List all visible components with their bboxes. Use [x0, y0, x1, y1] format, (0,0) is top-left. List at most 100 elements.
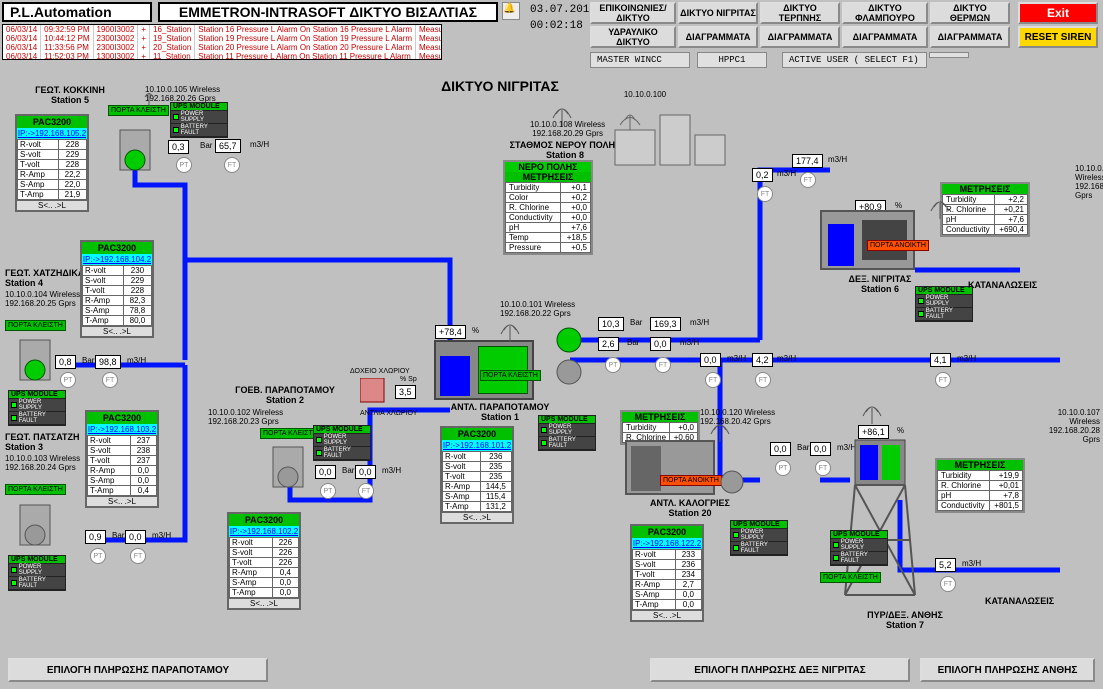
st6-wifi: 10.10.0.106 Wireless192.168.20.27 Gprs — [1075, 164, 1103, 200]
st2-q: 0,0 — [355, 465, 376, 479]
st5-flow: 65,7 — [215, 139, 241, 153]
chlorine-sp: 3,5 — [395, 385, 416, 399]
btn-diag3[interactable]: ΔΙΑΓΡΑΜΜΑΤΑ — [842, 26, 928, 48]
st1-pac[interactable]: PAC3200IP:->192.168.101.2R-volt236S-volt… — [440, 426, 514, 524]
st20-ups: UPS MODULE POWER SUPPLY BATTERY FAULT — [730, 520, 788, 556]
alarm-log[interactable]: 06/03/1409:32:59 PM1900I3002+16_StationS… — [2, 24, 442, 60]
status-active-user[interactable]: ACTIVE USER ( SELECT F1) — [782, 52, 927, 68]
btn-flampouro[interactable]: ΔΙΚΤΥΟ ΦΛΑΜΠΟΥΡΟ — [842, 2, 928, 24]
date-display: 03.07.2014 — [530, 4, 596, 16]
chlorine-pump-label: ΑΝΤΛΙΑ ΧΛΩΡΙΟΥ — [360, 410, 417, 417]
bottom-btn-1[interactable]: ΕΠΙΛΟΓΗ ΠΛΗΡΩΣΗΣ ΠΑΡΑΠΟΤΑΜΟΥ — [8, 658, 268, 682]
st3-door: ΠΟΡΤΑ ΚΛΕΙΣΤΗ — [5, 484, 66, 495]
btn-hydraulic[interactable]: ΥΔΡΑΥΛΙΚΟ ΔΙΚΤΥΟ — [590, 26, 676, 48]
btn-nigrita[interactable]: ΔΙΚΤΥΟ ΝΙΓΡΙΤΑΣ — [678, 2, 758, 24]
st5-ups: UPS MODULE POWER SUPPLY BATTERY FAULT — [170, 102, 228, 138]
st3-q: 0,0 — [125, 530, 146, 544]
st20-name: ΑΝΤΛ. ΚΑΛΟΓΡΙΕΣStation 20 — [640, 498, 740, 518]
st3-pac[interactable]: PAC3200IP:->192.168.103.2R-volt237S-volt… — [85, 410, 159, 508]
bell-icon[interactable]: 🔔 — [502, 2, 520, 20]
page-title: ΔΙΚΤΥΟ ΝΙΓΡΙΤΑΣ — [400, 78, 600, 94]
st4-wifi: 10.10.0.104 Wireless192.168.20.25 Gprs — [5, 290, 80, 308]
city-icon — [605, 100, 735, 170]
reset-siren-button[interactable]: RESET SIREN — [1018, 26, 1098, 48]
ft-icon: FT — [940, 576, 956, 592]
st5-pac[interactable]: PAC3200IP:->192.168.105.2R-volt228S-volt… — [15, 114, 89, 212]
ft-icon: FT — [935, 372, 951, 388]
st1-q4: 4,2 — [752, 353, 773, 367]
st2-door: ΠΟΡΤΑ ΚΛΕΙΣΤΗ — [260, 428, 321, 439]
btn-diag2[interactable]: ΔΙΑΓΡΑΜΜΑΤΑ — [760, 26, 840, 48]
status-blank — [929, 52, 969, 58]
st1-q1: 169,3 — [650, 317, 681, 331]
ft-icon: FT — [755, 372, 771, 388]
st8-meas: ΝΕΡΟ ΠΟΛΗΣΜΕΤΡΗΣΕΙΣTurbidity+0,1Color+0,… — [503, 160, 593, 255]
exit-button[interactable]: Exit — [1018, 2, 1098, 24]
st2-pac[interactable]: PAC3200IP:->192.168.102.2R-volt226S-volt… — [227, 512, 301, 610]
bottom-btn-3[interactable]: ΕΠΙΛΟΓΗ ΠΛΗΡΩΣΗΣ ΑΝΘΗΣ — [920, 658, 1095, 682]
st20-building — [625, 440, 715, 495]
st7-ups: UPS MODULE POWER SUPPLY BATTERY FAULT — [830, 530, 888, 566]
ft-icon: FT — [224, 157, 240, 173]
st7-name: ΠΥΡ/ΔΕΞ. ΑΝΘΗΣStation 7 — [855, 610, 955, 630]
st1-pump1-icon — [555, 326, 583, 354]
st1-ups: UPS MODULE POWER SUPPLY BATTERY FAULT — [538, 415, 596, 451]
bottom-btn-2[interactable]: ΕΠΙΛΟΓΗ ΠΛΗΡΩΣΗΣ ΔΕΞ ΝΙΓΡΙΤΑΣ — [650, 658, 910, 682]
st20-pac[interactable]: PAC3200IP:->192.168.122.2R-volt233S-volt… — [630, 524, 704, 622]
st7-q: 5,2 — [935, 558, 956, 572]
btn-diag4[interactable]: ΔΙΑΓΡΑΜΜΑΤΑ — [930, 26, 1010, 48]
st2-ups: UPS MODULE POWER SUPPLY BATTERY FAULT — [313, 425, 371, 461]
st4-door: ΠΟΡΤΑ ΚΛΕΙΣΤΗ — [5, 320, 66, 331]
st3-pump-icon — [15, 500, 55, 550]
pt-icon: PT — [90, 548, 106, 564]
btn-thermon[interactable]: ΔΙΚΤΥΟ ΘΕΡΜΩΝ — [930, 2, 1010, 24]
pt-icon: PT — [60, 372, 76, 388]
btn-diag1[interactable]: ΔΙΑΓΡΑΜΜΑΤΑ — [678, 26, 758, 48]
status-hppc: HPPC1 — [697, 52, 767, 68]
st20-q2: 4,1 — [930, 353, 951, 367]
st6-q1: 177,4 — [792, 154, 823, 168]
pt-icon: PT — [775, 460, 791, 476]
st2-name: ΓΟΕΒ. ΠΑΡΑΠΟΤΑΜΟΥStation 2 — [225, 385, 345, 405]
ft-icon: FT — [815, 460, 831, 476]
st1-door: ΠΟΡΤΑ ΚΛΕΙΣΤΗ — [480, 370, 541, 381]
st5-pump-icon — [115, 125, 155, 175]
city-wifi: 10.10.0.100 — [615, 90, 675, 99]
st3-ups: UPS MODULE POWER SUPPLY BATTERY FAULT — [8, 555, 66, 591]
antenna-icon — [142, 88, 156, 106]
st5-wifi: 10.10.0.105 Wireless192.168.20.26 Gprs — [145, 85, 220, 103]
st1-q3: 0,0 — [700, 353, 721, 367]
st1-p1: 10,3 — [598, 317, 624, 331]
app-title: P.L.Automation — [2, 2, 152, 22]
antenna-icon — [862, 400, 882, 424]
pt-icon: PT — [320, 483, 336, 499]
ft-icon: FT — [757, 186, 773, 202]
antenna-icon — [710, 418, 730, 442]
antenna-icon — [552, 102, 572, 126]
st4-ups: UPS MODULE POWER SUPPLY BATTERY FAULT — [8, 390, 66, 426]
st7-meas: ΜΕΤΡΗΣΕΙΣTurbidity+19,9R. Chlorine+0,01p… — [935, 458, 1025, 513]
st1-p2: 2,6 — [598, 337, 619, 351]
st5-pressure: 0,3 — [168, 140, 189, 154]
st1-pump2-icon — [555, 358, 583, 386]
st5-door: ΠΟΡΤΑ ΚΛΕΙΣΤΗ — [108, 105, 169, 116]
st7-wifi: 10.10.0.107 Wireless192.168.20.28 Gprs — [1050, 408, 1100, 444]
st3-p: 0,9 — [85, 530, 106, 544]
ft-icon: FT — [705, 372, 721, 388]
network-title: EMMETRON-INTRASOFT ΔΙΚΤΥΟ ΒΙΣΑΛΤΙΑΣ — [158, 2, 498, 22]
st6-ups: UPS MODULE POWER SUPPLY BATTERY FAULT — [915, 286, 973, 322]
btn-terpni[interactable]: ΔΙΚΤΥΟ ΤΕΡΠΝΗΣ — [760, 2, 840, 24]
katanaloseis-1: ΚΑΤΑΝΑΛΩΣΕΙΣ — [968, 280, 1037, 290]
st20-pump-icon — [720, 470, 744, 494]
st4-pac[interactable]: PAC3200IP:->192.168.104.2R-volt230S-volt… — [80, 240, 154, 338]
ft-icon: FT — [102, 372, 118, 388]
st6-meas: ΜΕΤΡΗΣΕΙΣTurbidity+2,2R. Chlorine+0,21pH… — [940, 182, 1030, 237]
antenna-icon — [500, 318, 520, 342]
chlorine-tank-icon — [360, 378, 390, 408]
st20-door: ΠΟΡΤΑ ΑΝΟΙΚΤΗ — [660, 475, 722, 486]
st6-name: ΔΕΞ. ΝΙΓΡΙΤΑΣStation 6 — [840, 274, 920, 294]
pct-sp-label: % Sp — [400, 376, 417, 383]
btn-comm[interactable]: ΕΠΙΚΟΙΝΩΝΙΕΣ/ ΔΙΚΤΥΟ — [590, 2, 676, 24]
status-master: MASTER WINCC — [590, 52, 690, 68]
st1-q2: 0,0 — [650, 337, 671, 351]
